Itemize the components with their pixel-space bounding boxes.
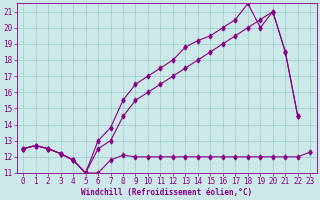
X-axis label: Windchill (Refroidissement éolien,°C): Windchill (Refroidissement éolien,°C) bbox=[81, 188, 252, 197]
